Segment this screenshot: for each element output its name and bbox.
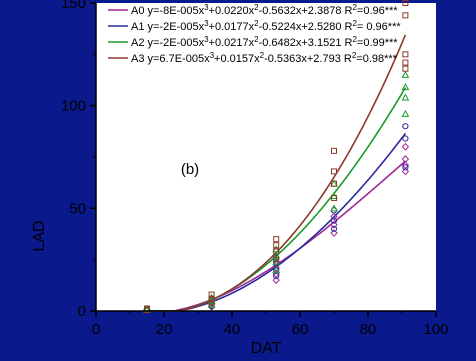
data-point-a1 xyxy=(402,164,409,171)
data-point-a0 xyxy=(401,167,410,176)
x-tick-label: 80 xyxy=(360,321,377,338)
data-point-a3 xyxy=(208,291,215,298)
x-tick-label: 0 xyxy=(92,321,100,338)
data-point-a3 xyxy=(331,168,337,175)
legend-entry-a3: A3 y=6.7E-005x3​+0.0157x2​-0.5363x+2.793… xyxy=(131,51,398,65)
x-tick-label: 100 xyxy=(423,321,448,338)
y-axis-title: LAD xyxy=(31,220,48,251)
data-point-a1 xyxy=(330,225,338,232)
data-point-a3 xyxy=(331,195,337,202)
plot-area xyxy=(96,3,436,311)
panel-label: (b) xyxy=(181,161,199,178)
data-point-a2 xyxy=(401,109,410,117)
x-axis-title: DAT xyxy=(251,340,282,356)
data-point-a2 xyxy=(272,251,281,259)
data-point-a1 xyxy=(402,123,409,130)
data-point-a0 xyxy=(272,270,280,278)
data-points xyxy=(143,0,410,314)
legend-entry-a0: A0 y=-8E-005x3​+0.0220x2​-0.5632x+2.3878… xyxy=(131,3,398,17)
data-point-a2 xyxy=(207,300,216,308)
data-point-a3 xyxy=(402,0,409,6)
legend-entry-a1: A1 y=-2E-005x3​+0.0177x2​-0.5224x+2.5280… xyxy=(131,19,401,33)
data-point-a2 xyxy=(401,70,410,78)
data-point-a0 xyxy=(272,263,280,272)
data-point-a3 xyxy=(402,12,409,19)
data-point-a0 xyxy=(401,142,410,151)
legend: A0 y=-8E-005x3​+0.0220x2​-0.5632x+2.3878… xyxy=(108,3,401,65)
y-tick-label: 0 xyxy=(78,303,86,320)
data-point-a3 xyxy=(273,242,280,249)
data-point-a3 xyxy=(273,248,280,255)
data-point-a2 xyxy=(401,83,410,91)
data-point-a3 xyxy=(402,59,409,66)
data-point-a2 xyxy=(272,265,281,273)
data-point-a0 xyxy=(330,212,338,221)
data-point-a0 xyxy=(330,220,338,229)
data-point-a3 xyxy=(208,299,215,306)
data-point-a3 xyxy=(331,180,337,187)
data-point-a0 xyxy=(272,276,280,285)
data-point-a3 xyxy=(402,65,409,72)
data-point-a0 xyxy=(401,155,410,163)
data-point-a3 xyxy=(402,51,409,58)
data-point-a1 xyxy=(330,217,338,224)
data-point-a0 xyxy=(330,229,338,237)
data-point-a0 xyxy=(401,161,410,170)
data-point-a3 xyxy=(208,295,215,302)
legend-entry-a2: A2 y=-2E-005x3​+0.0217x2​-0.6482x+3.1521… xyxy=(131,35,398,49)
x-ticks: 0 20 40 60 80 100 xyxy=(92,311,449,338)
data-point-a1 xyxy=(273,272,280,280)
x-tick-label: 60 xyxy=(292,321,309,338)
data-point-a1 xyxy=(402,135,409,142)
data-point-a2 xyxy=(272,257,281,265)
data-point-a2 xyxy=(330,204,338,212)
y-ticks: 0 50 100 150 xyxy=(61,0,96,320)
x-tick-label: 40 xyxy=(224,321,241,338)
data-point-a3 xyxy=(273,236,280,243)
data-point-a3 xyxy=(273,256,280,263)
y-tick-label: 150 xyxy=(61,0,86,12)
data-point-a2 xyxy=(401,93,410,101)
x-tick-label: 20 xyxy=(156,321,173,338)
y-tick-label: 100 xyxy=(61,98,86,115)
y-tick-label: 50 xyxy=(69,200,86,217)
data-point-a3 xyxy=(331,147,337,154)
